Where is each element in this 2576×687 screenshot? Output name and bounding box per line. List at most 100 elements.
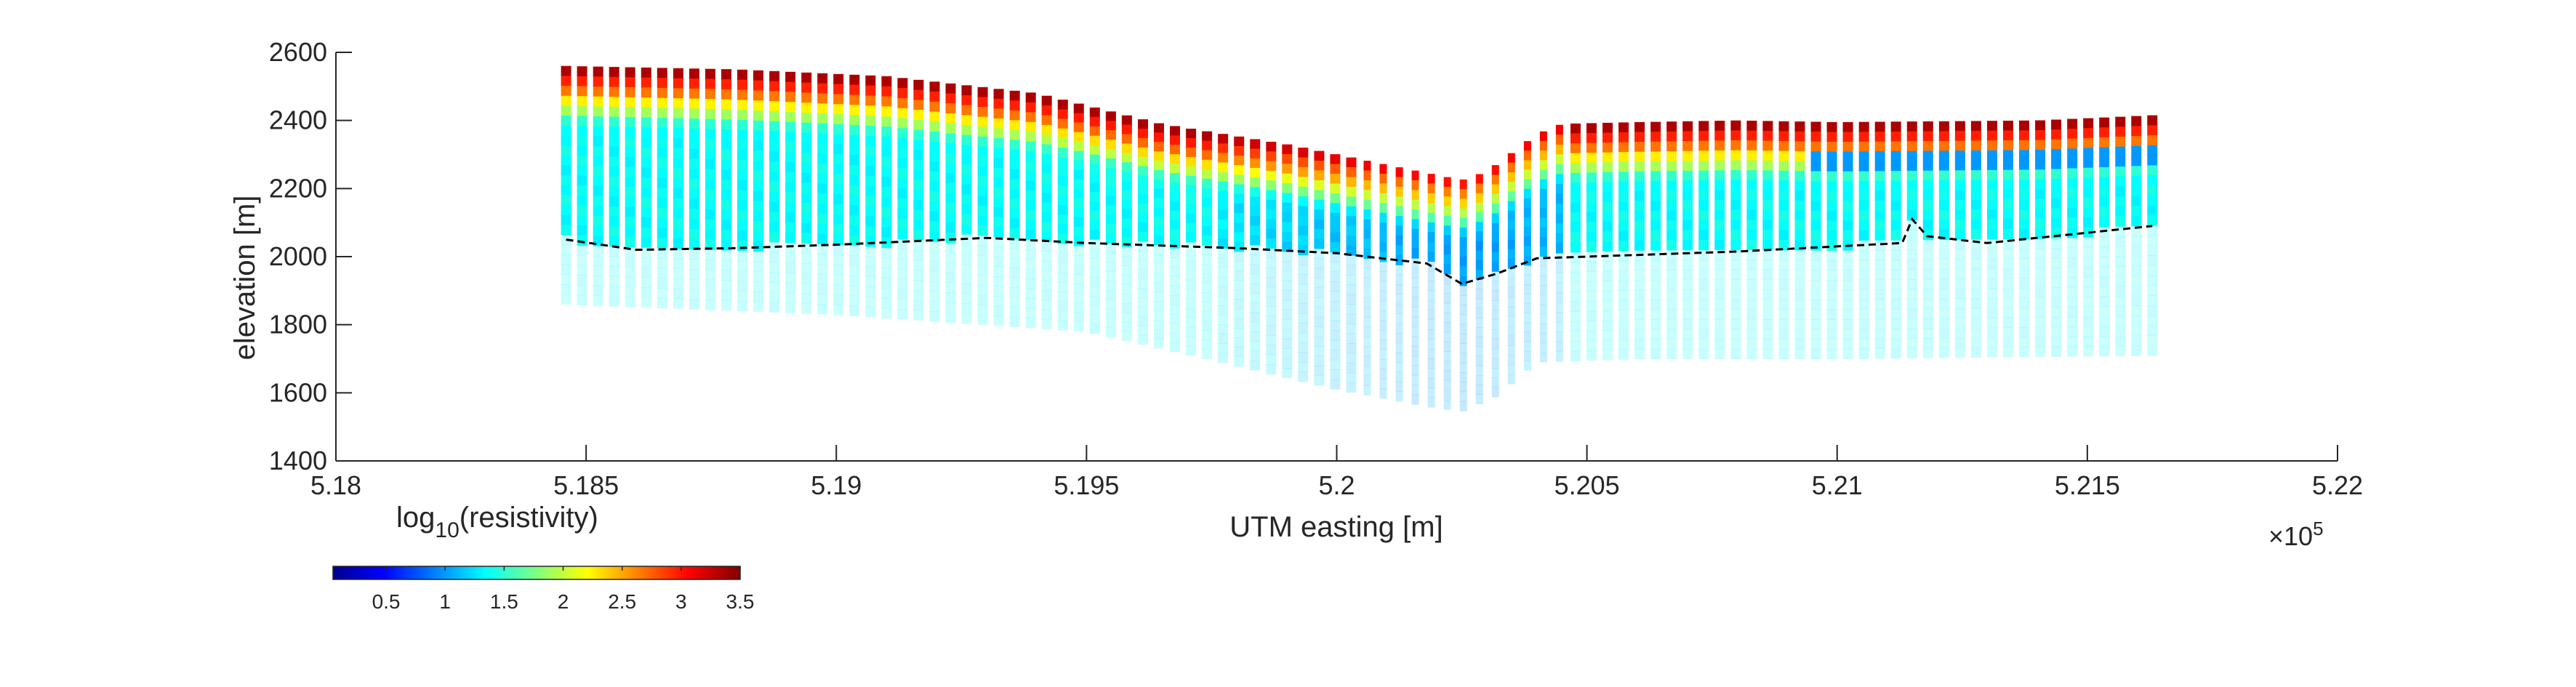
sounding-cell bbox=[2099, 206, 2110, 217]
sounding-cell bbox=[897, 299, 908, 310]
sounding-cell bbox=[657, 188, 667, 198]
sounding-cell bbox=[1121, 209, 1132, 220]
sounding-cell bbox=[1009, 100, 1020, 111]
sounding-cell bbox=[1395, 352, 1403, 363]
sounding-cell bbox=[1138, 325, 1148, 336]
sounding-cell bbox=[753, 150, 763, 161]
sounding-cell bbox=[1121, 312, 1132, 323]
sounding-cell bbox=[1025, 190, 1036, 201]
sounding-cell bbox=[1507, 172, 1515, 182]
sounding-cell bbox=[2099, 166, 2110, 178]
sounding-cell bbox=[1025, 259, 1036, 270]
sounding-cell bbox=[673, 218, 683, 229]
sounding-cell bbox=[1602, 261, 1613, 272]
colorbar-ticks: 0.5 1 1.5 2 2.5 3 3.5 bbox=[372, 566, 754, 613]
sounding-cell bbox=[977, 166, 988, 177]
sounding-cell bbox=[2099, 296, 2110, 307]
sounding-cell bbox=[1555, 321, 1563, 333]
sounding-cell bbox=[2099, 246, 2110, 257]
sounding-cell bbox=[1682, 161, 1693, 172]
sounding-cell bbox=[2147, 245, 2158, 256]
sounding-cell bbox=[1666, 309, 1677, 320]
sounding-cell bbox=[1730, 170, 1741, 181]
sounding-cell bbox=[1987, 337, 1997, 348]
sounding-cell bbox=[1121, 162, 1132, 172]
sounding-cell bbox=[1330, 262, 1341, 273]
sounding-cell bbox=[577, 265, 587, 276]
sounding-cell bbox=[833, 184, 844, 195]
sounding-cell bbox=[1154, 217, 1164, 227]
sounding-cell bbox=[1282, 348, 1293, 359]
sounding-cell bbox=[1762, 260, 1773, 270]
sounding-cell bbox=[1586, 192, 1597, 203]
sounding-cell bbox=[1009, 90, 1020, 101]
sounding-cell bbox=[1121, 265, 1132, 276]
sounding-cell bbox=[2147, 185, 2158, 196]
sounding-cell bbox=[1379, 291, 1387, 302]
sounding-cell bbox=[1746, 140, 1757, 151]
sounding-cell bbox=[1570, 252, 1581, 262]
sounding-cell bbox=[1507, 249, 1515, 260]
sounding-cell bbox=[1970, 288, 1981, 299]
sounding-cell bbox=[945, 193, 956, 204]
sounding-cell bbox=[945, 83, 956, 95]
sounding-cell bbox=[1298, 371, 1309, 382]
sounding-cell bbox=[1906, 161, 1917, 172]
sounding-cell bbox=[657, 127, 667, 139]
sounding-cell bbox=[1073, 217, 1084, 228]
sounding-cell bbox=[801, 283, 812, 294]
sounding-cell bbox=[1330, 281, 1341, 292]
sounding-cell bbox=[1762, 309, 1773, 320]
sounding-cell bbox=[1395, 371, 1403, 382]
sounding-cell bbox=[1842, 161, 1853, 172]
colorbar-tick-label: 3 bbox=[675, 590, 687, 613]
sounding-cell bbox=[1491, 368, 1499, 378]
sounding-cell bbox=[609, 76, 619, 88]
sounding-cell bbox=[1906, 249, 1917, 260]
sounding-cell bbox=[865, 276, 876, 287]
sounding-cell bbox=[1858, 181, 1869, 192]
sounding-cell bbox=[561, 225, 571, 236]
sounding-cell bbox=[801, 233, 812, 244]
sounding-cell bbox=[1443, 390, 1451, 401]
sounding-cell bbox=[1778, 339, 1789, 350]
sounding-cell bbox=[2131, 176, 2142, 187]
sounding-cell bbox=[1363, 238, 1371, 249]
sounding-cell bbox=[1170, 286, 1180, 296]
sounding-cell bbox=[1025, 210, 1036, 221]
sounding-cell bbox=[577, 126, 587, 137]
sounding-cell bbox=[1363, 366, 1371, 377]
sounding-cell bbox=[1858, 121, 1869, 132]
sounding-cell bbox=[1826, 190, 1837, 202]
sounding-cell bbox=[689, 129, 699, 140]
sounding-cell bbox=[1427, 270, 1435, 281]
sounding-cell bbox=[1987, 229, 1997, 240]
sounding-cell bbox=[1475, 250, 1483, 261]
sounding-cell bbox=[1443, 235, 1451, 246]
sounding-cell bbox=[1491, 174, 1499, 185]
sounding-cell bbox=[2067, 129, 2078, 140]
sounding-cell bbox=[1041, 300, 1052, 310]
sounding-cell bbox=[993, 98, 1004, 110]
sounding-cell bbox=[2147, 315, 2158, 326]
sounding-cell bbox=[929, 92, 940, 103]
sounding-cell bbox=[865, 206, 876, 217]
sounding-cell bbox=[1459, 237, 1467, 248]
sounding-cell bbox=[1138, 156, 1148, 167]
sounding-cell bbox=[1154, 244, 1164, 255]
sounding-cell bbox=[1363, 317, 1371, 328]
sounding-cell bbox=[1586, 330, 1597, 341]
sounding-cell bbox=[1634, 190, 1645, 202]
sounding-cell bbox=[1057, 292, 1068, 302]
sounding-cell bbox=[913, 160, 924, 171]
sounding-cell bbox=[961, 224, 972, 235]
sounding-cell bbox=[1618, 300, 1629, 310]
sounding-cell bbox=[993, 197, 1004, 208]
sounding-cell bbox=[1778, 279, 1789, 290]
sounding-cell bbox=[1282, 241, 1293, 252]
sounding-cell bbox=[1427, 348, 1435, 359]
sounding-cell bbox=[1987, 209, 1997, 220]
sounding-cell bbox=[1746, 180, 1757, 191]
sounding-cell bbox=[1121, 124, 1132, 135]
sounding-cell bbox=[2051, 238, 2062, 249]
